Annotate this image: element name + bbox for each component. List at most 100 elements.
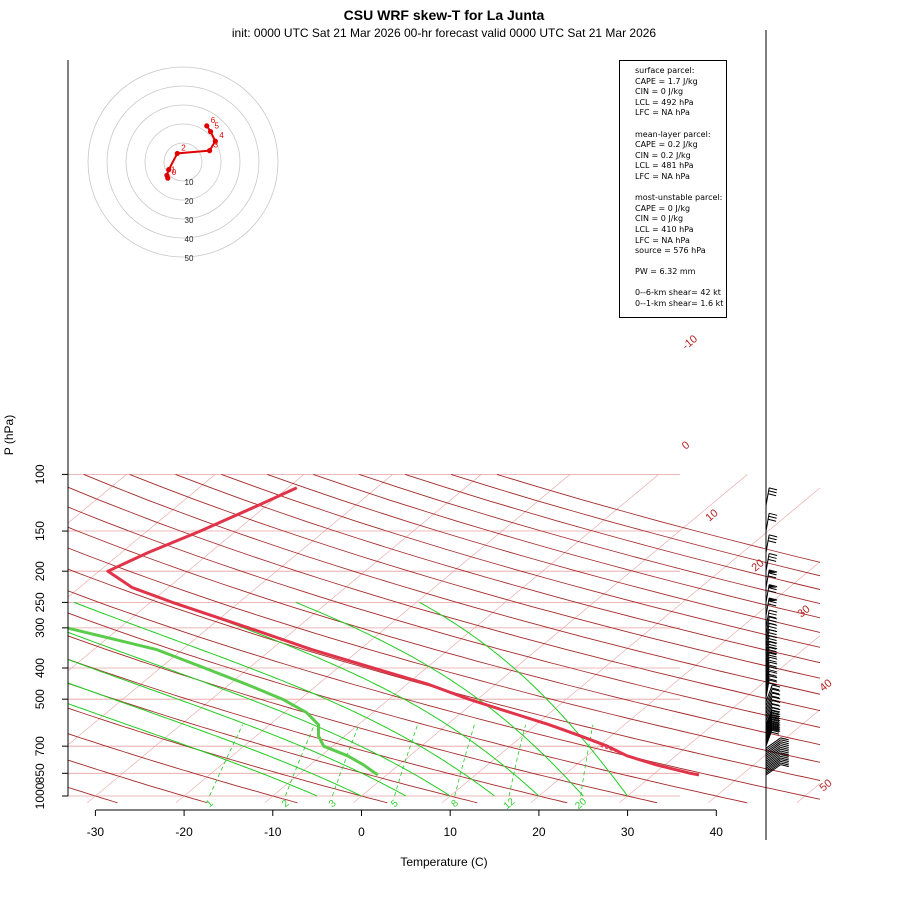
wind-barb [765, 584, 778, 603]
wind-barb-feather [767, 641, 777, 644]
wind-barb [765, 679, 778, 698]
parcel-trace [600, 745, 700, 776]
wind-barb-feather [768, 619, 777, 623]
wind-barb-feather [771, 725, 780, 729]
wind-barb-shaft [765, 737, 782, 749]
wind-barb [765, 651, 778, 670]
isotherm-label: 10 [704, 507, 721, 524]
wind-barb-feather [769, 512, 778, 516]
wind-barb [765, 724, 781, 743]
wind-barb-shaft [765, 679, 770, 698]
wind-barb-feather [769, 679, 778, 683]
wind-barb-shaft [765, 754, 782, 766]
wind-barb [765, 646, 778, 665]
wind-barb-feather [769, 646, 778, 650]
y-axis-title: P (hPa) [2, 415, 16, 455]
wind-barb-feather [780, 737, 789, 741]
x-tick-label: 0 [358, 825, 365, 839]
mixing-ratio-label: 5 [389, 798, 401, 810]
hodograph-point [164, 172, 170, 178]
stat-line: LCL = 492 hPa [635, 97, 694, 107]
hodograph-rings [87, 66, 279, 258]
wind-barb-feather [780, 741, 789, 745]
hodograph-ring-label: 40 [185, 235, 194, 244]
isotherm-label: 20 [750, 557, 767, 574]
x-axis-title: Temperature (C) [400, 855, 487, 869]
x-tick-label: -10 [264, 825, 282, 839]
wind-barb-feather [780, 764, 789, 768]
wind-barb-feather [768, 572, 777, 576]
isotherm-line [707, 709, 820, 804]
wind-barb-feather [771, 687, 780, 691]
hodograph-point-label: 0 [172, 168, 177, 177]
wind-barb-shaft [765, 534, 770, 553]
wind-barb [765, 666, 778, 685]
wind-barb-feather [767, 518, 777, 522]
wind-barb-shaft [765, 762, 782, 774]
moist-adiabat [68, 658, 407, 797]
wind-barb-feather [767, 603, 777, 607]
wind-barb-feather [769, 651, 778, 655]
wind-barb-feather [772, 700, 781, 704]
wind-barb-shaft [765, 764, 782, 776]
hodograph-ring [106, 85, 260, 239]
hodograph-point-label: 5 [215, 122, 220, 131]
hodograph-ring-label: 20 [185, 197, 194, 206]
wind-barb-shaft [765, 760, 782, 773]
wind-barb-shaft [765, 553, 770, 572]
wind-barb [765, 739, 789, 751]
wind-barb-shaft [765, 616, 770, 635]
wind-barb-feather [772, 692, 781, 696]
dry-adiabat [68, 590, 820, 800]
dry-adiabat [68, 682, 478, 804]
wind-barb-feather [768, 638, 777, 642]
wind-barb-feather [771, 710, 780, 714]
x-tick-label: -20 [175, 825, 193, 839]
y-tick-label: 200 [33, 561, 47, 581]
wind-barb-feather [772, 718, 781, 722]
isotherm-line [530, 561, 820, 804]
background-lines [68, 473, 820, 804]
wind-barb-feather [768, 654, 777, 658]
wind-barb-feather [769, 597, 778, 601]
wind-barb-feather [768, 490, 777, 494]
y-tick-label: 250 [33, 592, 47, 612]
wind-barbs [765, 487, 789, 776]
hodograph-point [166, 167, 172, 173]
wind-barb-feather [768, 587, 777, 591]
dry-adiabat [68, 526, 820, 746]
stat-line: mean-layer parcel: [635, 129, 711, 139]
moist-adiabat [68, 682, 362, 797]
wind-barb-feather [767, 622, 777, 626]
x-tick-label: 30 [621, 825, 635, 839]
wind-barb-feather [771, 716, 780, 720]
wind-barb-shaft [765, 584, 770, 603]
hodograph-ring [87, 66, 279, 258]
moist-adiabat [175, 601, 540, 797]
chart-title: CSU WRF skew-T for La Junta [344, 7, 545, 23]
isotherm-label: 30 [796, 603, 813, 620]
wind-barb-feather [780, 759, 789, 763]
wind-barb [765, 609, 778, 628]
wind-barb-pennant [768, 584, 778, 588]
moist-adiabat [73, 601, 495, 797]
wind-barb-shaft [765, 635, 770, 654]
mixing-ratio-label: 8 [449, 798, 461, 810]
wind-barb-feather [780, 757, 789, 761]
wind-barb [765, 700, 781, 718]
sounding-profiles [68, 486, 700, 777]
wind-barb-feather [768, 632, 777, 636]
shear-0-1km: 0--1-km shear= 1.6 kt [635, 299, 724, 309]
hodograph-point [212, 138, 218, 144]
wind-barb [765, 720, 781, 739]
wind-barb [765, 750, 789, 762]
hodograph-ring-label: 30 [185, 216, 194, 225]
y-tick-label: 500 [33, 689, 47, 709]
wind-barb-pennant [768, 569, 778, 573]
mixing-ratio-line [285, 724, 315, 797]
most-unstable-parcel-stats: most-unstable parcel: CAPE = 0 J/kg CIN … [635, 193, 726, 257]
wind-barb [765, 512, 778, 532]
wind-barb [765, 709, 781, 728]
wind-barb [765, 743, 789, 755]
